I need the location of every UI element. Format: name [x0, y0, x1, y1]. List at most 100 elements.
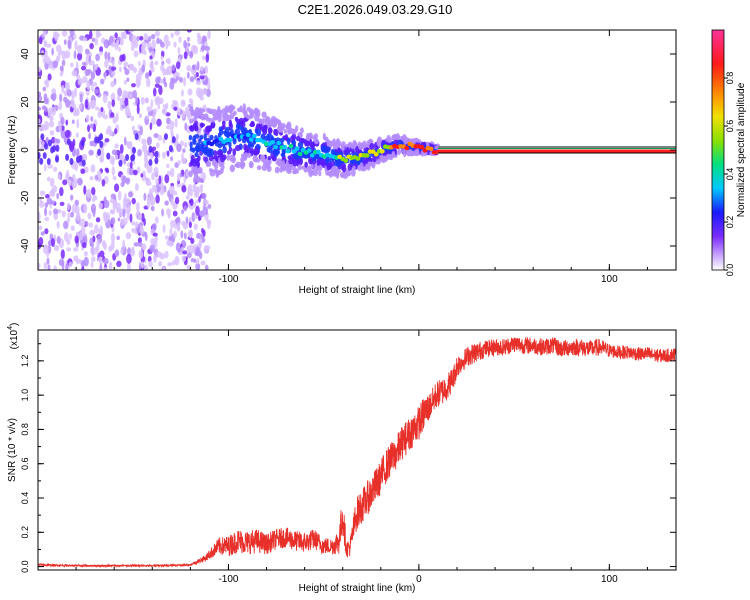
noise-mark [99, 140, 104, 148]
transition-mark [228, 140, 232, 149]
noise-mark [99, 263, 103, 270]
noise-mark [168, 185, 175, 195]
noise-mark [170, 198, 174, 206]
y-tick-label: 0.8 [20, 423, 30, 436]
noise-mark [109, 155, 115, 165]
transition-mark [284, 133, 289, 140]
transition-mark [280, 160, 286, 169]
y-tick-label: 1.2 [20, 355, 30, 368]
transition-mark [217, 110, 222, 117]
noise-mark [114, 183, 120, 192]
transition-mark [376, 141, 381, 146]
noise-mark [90, 261, 94, 269]
transition-mark [265, 162, 271, 170]
transition-mark [267, 156, 272, 161]
noise-mark [121, 104, 127, 109]
noise-mark [41, 140, 45, 150]
noise-mark [102, 141, 107, 147]
noise-mark [110, 232, 116, 243]
noise-mark [43, 93, 48, 102]
noise-mark [96, 136, 101, 144]
transition-mark [281, 149, 286, 157]
noise-mark [69, 30, 75, 37]
noise-mark [181, 255, 187, 262]
noise-mark [55, 44, 62, 53]
transition-mark [335, 172, 340, 179]
noise-mark [97, 175, 102, 182]
snr-marks [38, 337, 676, 569]
noise-mark [44, 228, 49, 235]
transition-mark [304, 161, 308, 168]
noise-mark [136, 105, 140, 115]
transition-mark [383, 156, 389, 162]
noise-mark [122, 208, 126, 218]
noise-mark [190, 257, 195, 263]
noise-mark [110, 240, 115, 251]
noise-mark [103, 266, 108, 270]
noise-mark [43, 163, 47, 172]
transition-mark [254, 147, 259, 153]
noise-mark [135, 202, 140, 212]
noise-mark [77, 177, 83, 186]
noise-mark [207, 84, 211, 90]
spectrogram-axes: -100 100 -40 -20 0 20 40 [20, 29, 676, 285]
noise-mark [80, 139, 85, 147]
noise-mark [185, 195, 190, 200]
noise-mark [156, 142, 160, 149]
noise-mark [173, 106, 178, 111]
noise-mark [79, 231, 84, 241]
noise-mark [143, 218, 146, 226]
noise-mark [166, 150, 170, 157]
noise-mark [201, 227, 205, 234]
noise-mark [66, 216, 70, 223]
noise-mark [154, 83, 160, 88]
transition-mark [286, 137, 291, 146]
noise-mark [185, 216, 189, 225]
carrier-core-mark [285, 148, 291, 154]
transition-mark [210, 122, 215, 129]
noise-mark [59, 201, 65, 207]
noise-mark [93, 64, 98, 71]
noise-mark [53, 166, 58, 172]
transition-mark [196, 144, 200, 153]
noise-mark [153, 133, 159, 139]
noise-mark [83, 250, 88, 257]
noise-mark [118, 66, 122, 73]
noise-mark [195, 87, 201, 97]
transition-mark [306, 165, 312, 174]
noise-mark [78, 155, 83, 163]
noise-mark [120, 248, 124, 254]
noise-mark [86, 80, 91, 91]
noise-mark [55, 155, 60, 163]
noise-mark [148, 145, 153, 153]
carrier-core-mark [242, 135, 248, 140]
transition-mark [368, 157, 374, 162]
noise-mark [46, 176, 51, 182]
noise-mark [87, 212, 92, 220]
noise-mark [200, 44, 206, 52]
noise-mark [44, 194, 50, 199]
noise-mark [162, 224, 166, 234]
noise-mark [111, 149, 118, 156]
noise-mark [44, 207, 48, 217]
carrier-core-mark [419, 144, 425, 150]
noise-mark [89, 42, 94, 50]
noise-mark [172, 210, 178, 217]
noise-mark [195, 262, 201, 270]
noise-mark [177, 222, 181, 231]
transition-mark [328, 171, 334, 176]
noise-mark [158, 97, 164, 105]
noise-mark [186, 245, 190, 254]
transition-mark [261, 111, 267, 118]
noise-mark [174, 196, 180, 205]
noise-mark [181, 209, 185, 215]
noise-mark [110, 81, 116, 88]
noise-mark [177, 248, 181, 253]
carrier-core-mark [306, 148, 312, 153]
noise-mark [46, 257, 50, 265]
noise-mark [196, 232, 202, 239]
noise-mark [66, 138, 71, 146]
noise-mark [110, 66, 117, 71]
transition-mark [386, 134, 391, 141]
noise-mark [59, 71, 64, 77]
